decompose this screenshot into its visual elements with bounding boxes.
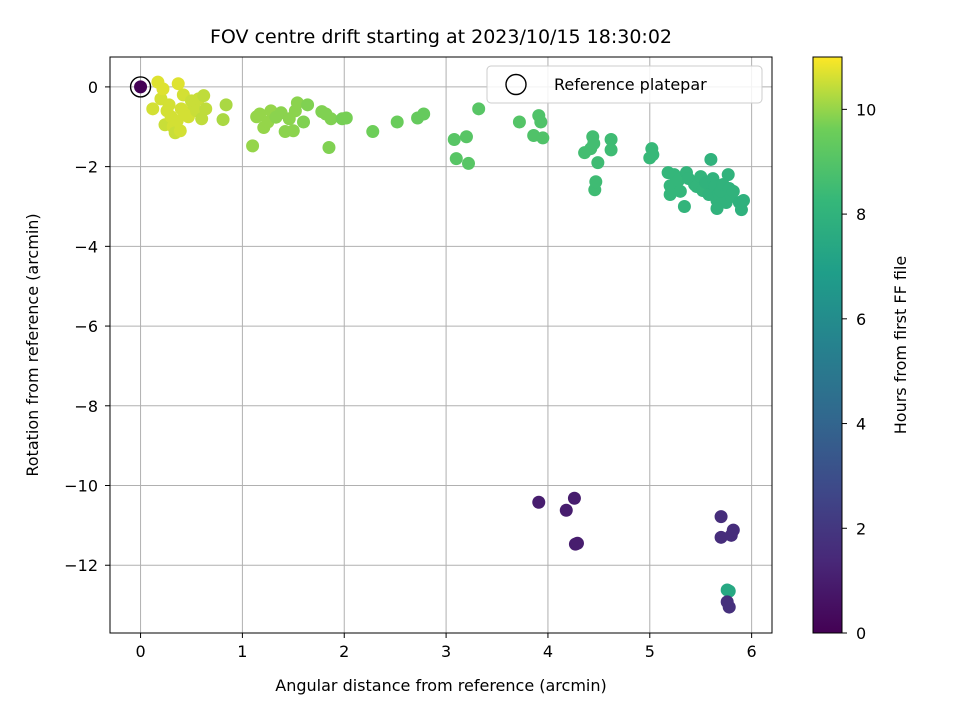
data-point	[146, 102, 160, 116]
data-point	[449, 152, 463, 166]
y-tick-label: −8	[74, 397, 98, 416]
colorbar-frame	[812, 56, 843, 634]
data-point	[417, 107, 431, 121]
y-tick-label: −6	[74, 317, 98, 336]
data-point	[736, 194, 750, 208]
data-point	[722, 584, 736, 598]
colorbar-tick-label: 10	[856, 100, 876, 119]
data-point	[447, 133, 461, 147]
data-point	[567, 491, 581, 505]
data-point	[459, 130, 473, 144]
data-point	[246, 139, 260, 153]
data-point	[722, 600, 736, 614]
x-tick-label: 5	[645, 642, 655, 661]
x-tick-label: 3	[441, 642, 451, 661]
data-point	[673, 184, 687, 198]
y-tick-label: −4	[74, 237, 98, 256]
data-point	[536, 131, 550, 145]
reference-platepar-marker	[129, 76, 152, 98]
data-point	[216, 113, 230, 127]
data-point	[587, 136, 601, 150]
colorbar-tick-label: 4	[856, 415, 866, 434]
y-tick-label: −12	[64, 556, 98, 575]
data-point	[559, 503, 573, 517]
colorbar-tick-label: 8	[856, 205, 866, 224]
legend-marker	[505, 73, 527, 96]
data-point	[290, 96, 304, 110]
data-point	[721, 168, 735, 182]
legend-box	[486, 65, 763, 104]
y-tick-label: 0	[88, 78, 98, 97]
data-point	[301, 98, 315, 112]
data-point	[532, 495, 546, 509]
data-point	[461, 156, 475, 170]
y-tick-label: −10	[64, 477, 98, 496]
data-point	[253, 107, 267, 121]
data-point	[219, 98, 233, 112]
data-point	[156, 82, 170, 96]
data-point	[512, 115, 526, 129]
data-point	[534, 115, 548, 129]
data-point	[604, 133, 618, 147]
data-point	[726, 523, 740, 537]
data-point	[714, 510, 728, 524]
colorbar-tick-label: 2	[856, 519, 866, 538]
colorbar-tick-label: 6	[856, 310, 866, 329]
data-point	[714, 530, 728, 544]
x-axis-label: Angular distance from reference (arcmin)	[275, 676, 606, 695]
data-point	[589, 175, 603, 189]
y-tick-label: −2	[74, 158, 98, 177]
chart-title: FOV centre drift starting at 2023/10/15 …	[210, 26, 672, 48]
grid-lines	[110, 57, 772, 633]
x-tick-label: 6	[747, 642, 757, 661]
data-point	[134, 80, 148, 94]
x-tick-label: 1	[237, 642, 247, 661]
data-point	[286, 124, 300, 138]
y-axis-ticks: 0 −2 −4 −6 −8 −10 −12	[64, 78, 110, 575]
data-point	[710, 201, 724, 215]
colorbar-tick-label: 0	[856, 624, 866, 643]
data-point	[663, 188, 677, 202]
data-point	[162, 98, 176, 112]
colorbar: 0 2 4 6 8 10 Hours from first FF file	[812, 56, 910, 643]
legend-entry-reference: Reference platepar	[554, 75, 707, 94]
data-point	[195, 112, 209, 126]
x-axis-ticks: 0 1 2 3 4 5 6	[135, 633, 757, 661]
data-point	[390, 115, 404, 129]
data-point	[472, 102, 486, 116]
colorbar-label: Hours from first FF file	[891, 256, 910, 435]
data-point	[646, 148, 660, 162]
data-point	[591, 156, 605, 170]
colorbar-ticks: 0 2 4 6 8 10	[842, 100, 876, 643]
data-point	[570, 536, 584, 550]
x-tick-label: 0	[135, 642, 145, 661]
data-points	[134, 75, 750, 614]
data-point	[677, 199, 691, 213]
data-point	[324, 112, 338, 126]
data-point	[322, 140, 336, 154]
data-point	[170, 114, 184, 128]
data-point	[604, 143, 618, 157]
data-point	[704, 152, 718, 166]
plot-frame	[109, 56, 773, 634]
data-point	[197, 89, 211, 103]
colorbar-gradient	[813, 57, 842, 633]
legend: Reference platepar	[486, 65, 763, 104]
data-point	[339, 111, 353, 125]
y-axis-label: Rotation from reference (arcmin)	[23, 213, 42, 476]
data-point	[297, 115, 311, 129]
x-tick-label: 2	[339, 642, 349, 661]
data-point	[726, 184, 740, 198]
data-point	[173, 124, 187, 138]
data-point	[199, 102, 213, 116]
data-point	[171, 77, 185, 91]
reference-marker	[129, 76, 152, 98]
data-point	[366, 125, 380, 139]
data-point	[671, 174, 685, 188]
x-tick-label: 4	[543, 642, 553, 661]
